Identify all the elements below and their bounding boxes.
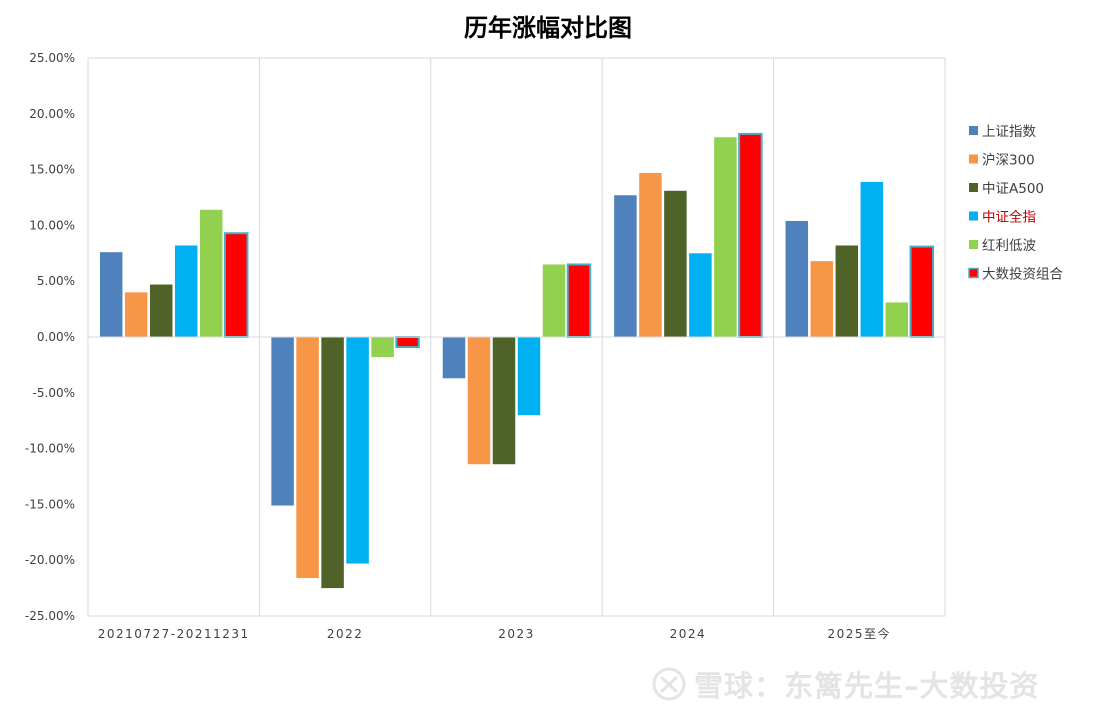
y-tick-label: -15.00% <box>25 497 75 511</box>
bar <box>149 284 173 337</box>
bar <box>321 337 344 589</box>
bar <box>223 232 249 339</box>
bar <box>835 245 859 337</box>
bar <box>885 302 909 337</box>
legend-label: 中证全指 <box>982 209 1036 226</box>
bars <box>99 132 935 589</box>
legend-swatch <box>969 211 978 221</box>
y-tick-label: -5.00% <box>33 386 75 400</box>
bar <box>738 132 763 338</box>
watermark: 雪球：东篱先生–大数投资 <box>652 662 1040 706</box>
y-tick-label: -25.00% <box>25 609 75 623</box>
legend-label: 红利低波 <box>982 238 1036 254</box>
bar <box>517 337 541 416</box>
x-tick-label: 2023 <box>498 627 535 641</box>
x-tick-label: 20210727-20211231 <box>98 627 250 641</box>
y-tick-label: -20.00% <box>25 553 75 567</box>
bar <box>395 336 420 349</box>
bar <box>467 337 491 465</box>
legend-label: 上证指数 <box>982 124 1036 140</box>
bar <box>664 190 687 337</box>
bar <box>199 209 223 337</box>
bar <box>99 252 123 337</box>
bar <box>542 264 566 337</box>
legend-swatch <box>969 240 978 249</box>
bar <box>714 137 737 337</box>
bar <box>639 172 662 337</box>
y-tick-label: 15.00% <box>29 163 75 177</box>
bar <box>810 261 834 337</box>
bar <box>492 337 516 465</box>
legend-swatch <box>969 154 978 164</box>
legend-swatch <box>969 126 978 135</box>
bar <box>174 245 198 337</box>
x-tick-label: 2022 <box>327 627 364 641</box>
bar <box>614 195 637 337</box>
bar <box>860 181 884 337</box>
bar <box>296 337 319 579</box>
bar <box>442 337 466 379</box>
legend-label: 中证A500 <box>982 181 1044 197</box>
bar <box>124 292 148 337</box>
bar <box>566 263 592 338</box>
x-tick-label: 2024 <box>670 627 707 641</box>
x-axis-ticks: 20210727-20211231 2022 2023 2024 2025至今 <box>98 626 892 641</box>
x-tick-label: 2025至今 <box>828 626 892 641</box>
bar <box>371 337 394 358</box>
y-tick-label: 10.00% <box>29 218 75 232</box>
y-tick-label: 0.00% <box>37 330 75 344</box>
watermark-text: 雪球：东篱先生–大数投资 <box>694 669 1040 703</box>
bar <box>909 245 935 339</box>
legend-swatch <box>968 267 979 279</box>
legend-label: 沪深300 <box>982 153 1035 169</box>
bar <box>346 337 369 564</box>
legend-label: 大数投资组合 <box>982 267 1063 283</box>
y-tick-label: 20.00% <box>29 107 75 121</box>
bar <box>271 337 294 506</box>
bar <box>689 253 712 337</box>
y-tick-label: -10.00% <box>25 442 75 456</box>
snowball-logo-icon <box>652 667 686 701</box>
legend-swatch <box>969 183 978 192</box>
bar <box>785 220 809 337</box>
chart-title: 历年涨幅对比图 <box>464 13 632 42</box>
y-tick-label: 25.00% <box>29 51 75 65</box>
y-axis-ticks: 25.00% 20.00% 15.00% 10.00% 5.00% 0.00% -5.00%… <box>25 51 75 623</box>
y-tick-label: 5.00% <box>37 274 75 288</box>
